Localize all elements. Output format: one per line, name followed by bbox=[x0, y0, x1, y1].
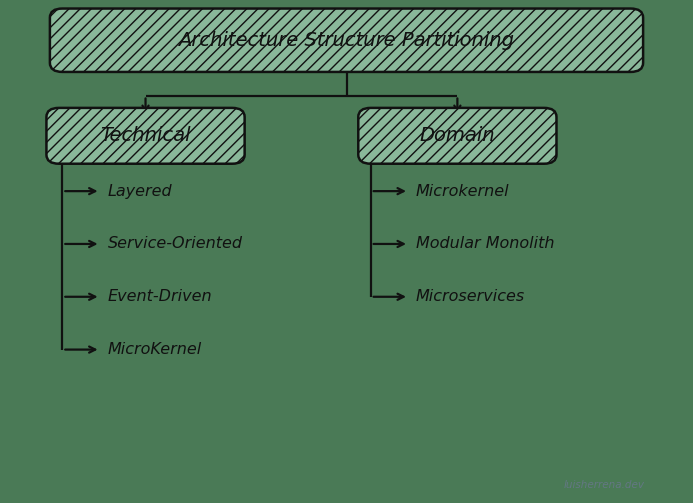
FancyBboxPatch shape bbox=[46, 108, 245, 164]
FancyBboxPatch shape bbox=[50, 9, 643, 72]
Text: Microservices: Microservices bbox=[416, 289, 525, 304]
Text: Domain: Domain bbox=[419, 126, 495, 145]
Text: Event-Driven: Event-Driven bbox=[107, 289, 212, 304]
FancyBboxPatch shape bbox=[358, 108, 556, 164]
Text: Microkernel: Microkernel bbox=[416, 184, 509, 199]
Text: Modular Monolith: Modular Monolith bbox=[416, 236, 554, 252]
Text: MicroKernel: MicroKernel bbox=[107, 342, 202, 357]
Text: Architecture Structure Partitioning: Architecture Structure Partitioning bbox=[179, 31, 514, 50]
Text: Layered: Layered bbox=[107, 184, 172, 199]
Text: Service-Oriented: Service-Oriented bbox=[107, 236, 243, 252]
Text: luisherrena.dev: luisherrena.dev bbox=[563, 480, 644, 490]
Text: Technical: Technical bbox=[100, 126, 191, 145]
